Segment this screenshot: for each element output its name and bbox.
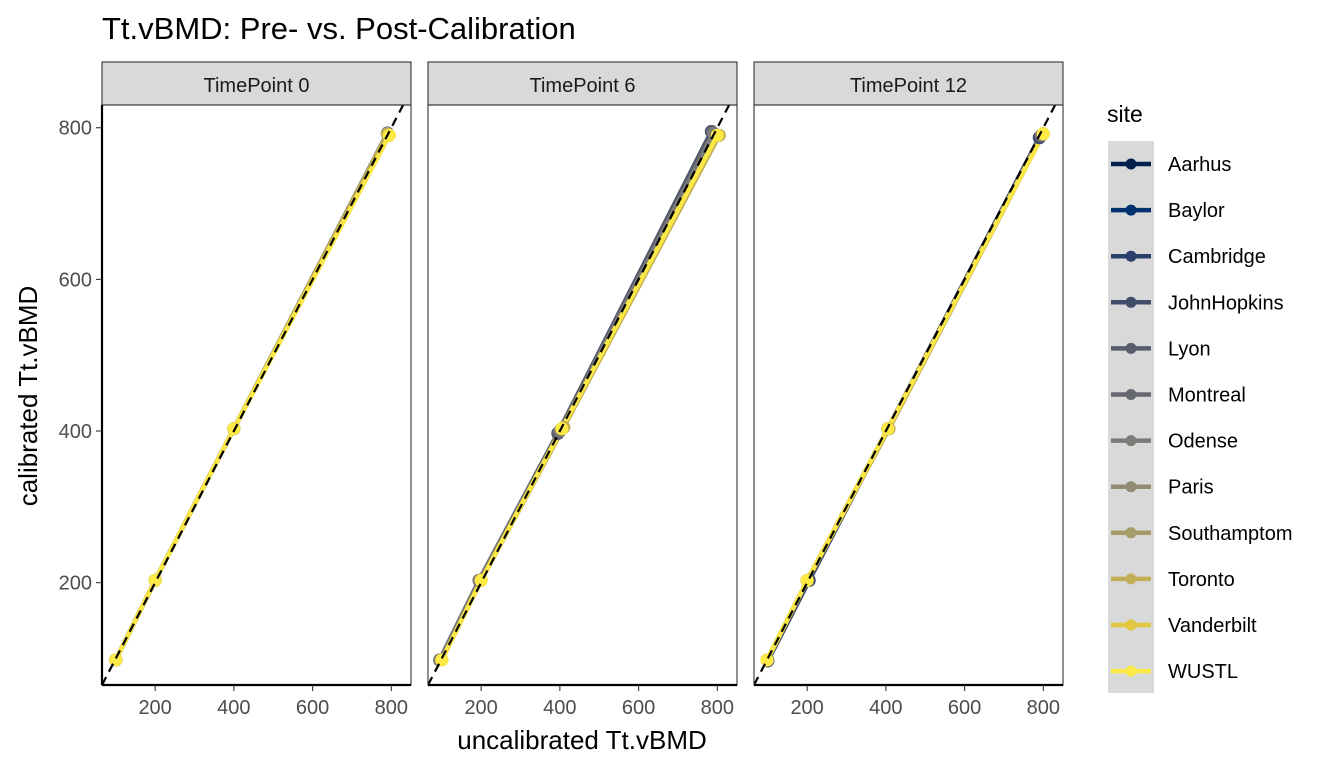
plot-area xyxy=(428,105,731,685)
legend-key-point xyxy=(1125,296,1137,308)
x-tick-label: 600 xyxy=(622,697,655,719)
legend-item: Cambridge xyxy=(1111,246,1266,268)
x-tick-label: 800 xyxy=(701,697,734,719)
y-axis-label: calibrated Tt.vBMD xyxy=(13,286,43,507)
legend-key-point xyxy=(1125,204,1137,216)
legend-label: JohnHopkins xyxy=(1168,292,1284,314)
legend-item: WUSTL xyxy=(1111,661,1238,683)
legend: site Aarhus Baylor Cambridge JohnHopkins Lyo… xyxy=(1107,101,1293,693)
x-tick-label: 200 xyxy=(464,697,497,719)
legend-item: Montreal xyxy=(1111,385,1246,407)
legend-key-point xyxy=(1125,481,1137,493)
x-tick-label: 800 xyxy=(1027,697,1060,719)
plot-area xyxy=(102,105,405,685)
facet-strip xyxy=(753,61,1064,106)
legend-key-point xyxy=(1125,389,1137,400)
legend-item: Southamptom xyxy=(1111,523,1293,545)
facet-strip-label: TimePoint 6 xyxy=(530,75,636,97)
x-axis-label: uncalibrated Tt.vBMD xyxy=(457,725,707,755)
legend-key-point xyxy=(1125,573,1137,585)
legend-key-point xyxy=(1125,435,1137,447)
legend-key-point xyxy=(1125,665,1137,677)
legend-label: Odense xyxy=(1168,431,1238,453)
y-tick-label: 600 xyxy=(59,269,92,291)
x-tick-label: 400 xyxy=(869,697,902,719)
legend-item: Paris xyxy=(1111,477,1214,499)
legend-item: JohnHopkins xyxy=(1111,292,1284,314)
y-tick-label: 200 xyxy=(59,573,92,595)
data-point xyxy=(109,653,123,667)
identity-reference-line xyxy=(754,105,1057,685)
legend-item: Toronto xyxy=(1111,569,1235,591)
legend-item: Vanderbilt xyxy=(1111,615,1257,637)
facet-strip xyxy=(101,61,412,106)
y-tick-label: 400 xyxy=(59,421,92,443)
legend-label: WUSTL xyxy=(1168,661,1238,683)
x-tick-label: 400 xyxy=(217,697,250,719)
legend-key-point xyxy=(1125,250,1137,262)
legend-label: Aarhus xyxy=(1168,154,1231,176)
x-tick-label: 800 xyxy=(375,697,408,719)
plot-area xyxy=(754,105,1057,685)
data-point xyxy=(760,653,774,667)
legend-label: Lyon xyxy=(1168,338,1211,360)
legend-item: Baylor xyxy=(1111,200,1225,222)
x-tick-label: 600 xyxy=(296,697,329,719)
data-point xyxy=(435,653,449,667)
legend-label: Paris xyxy=(1168,477,1214,499)
legend-label: Toronto xyxy=(1168,569,1235,591)
identity-reference-line xyxy=(102,105,405,685)
legend-key-point xyxy=(1125,527,1137,539)
facet-panel: TimePoint 0 200 400 600 800 200 400 600 800 xyxy=(59,61,412,719)
data-point xyxy=(1036,127,1050,141)
facet-panel: TimePoint 6 200 400 600 800 xyxy=(427,61,738,719)
legend-label: Montreal xyxy=(1168,385,1246,407)
chart-title: Tt.vBMD: Pre- vs. Post-Calibration xyxy=(102,11,576,46)
x-tick-label: 400 xyxy=(543,697,576,719)
legend-item: Odense xyxy=(1111,431,1238,453)
x-tick-label: 200 xyxy=(790,697,823,719)
legend-label: Cambridge xyxy=(1168,246,1266,268)
legend-label: Southamptom xyxy=(1168,523,1293,545)
legend-key-point xyxy=(1125,619,1137,631)
y-tick-label: 800 xyxy=(59,118,92,140)
legend-title: site xyxy=(1107,101,1143,127)
legend-item: Aarhus xyxy=(1111,154,1231,176)
facet-strip-label: TimePoint 0 xyxy=(204,75,310,97)
x-tick-label: 200 xyxy=(138,697,171,719)
facet-strip xyxy=(427,61,738,106)
legend-key-background xyxy=(1108,141,1154,693)
x-tick-label: 600 xyxy=(948,697,981,719)
legend-key-point xyxy=(1125,342,1137,354)
legend-key-point xyxy=(1125,158,1137,170)
data-point xyxy=(382,128,396,142)
facet-strip-label: TimePoint 12 xyxy=(850,75,967,97)
facet-panel: TimePoint 12 200 400 600 800 xyxy=(753,61,1064,719)
identity-reference-line xyxy=(428,105,731,685)
legend-item: Lyon xyxy=(1111,338,1211,360)
legend-items: Aarhus Baylor Cambridge JohnHopkins Lyon Mont… xyxy=(1111,154,1293,683)
legend-label: Vanderbilt xyxy=(1168,615,1257,637)
legend-label: Baylor xyxy=(1168,200,1225,222)
